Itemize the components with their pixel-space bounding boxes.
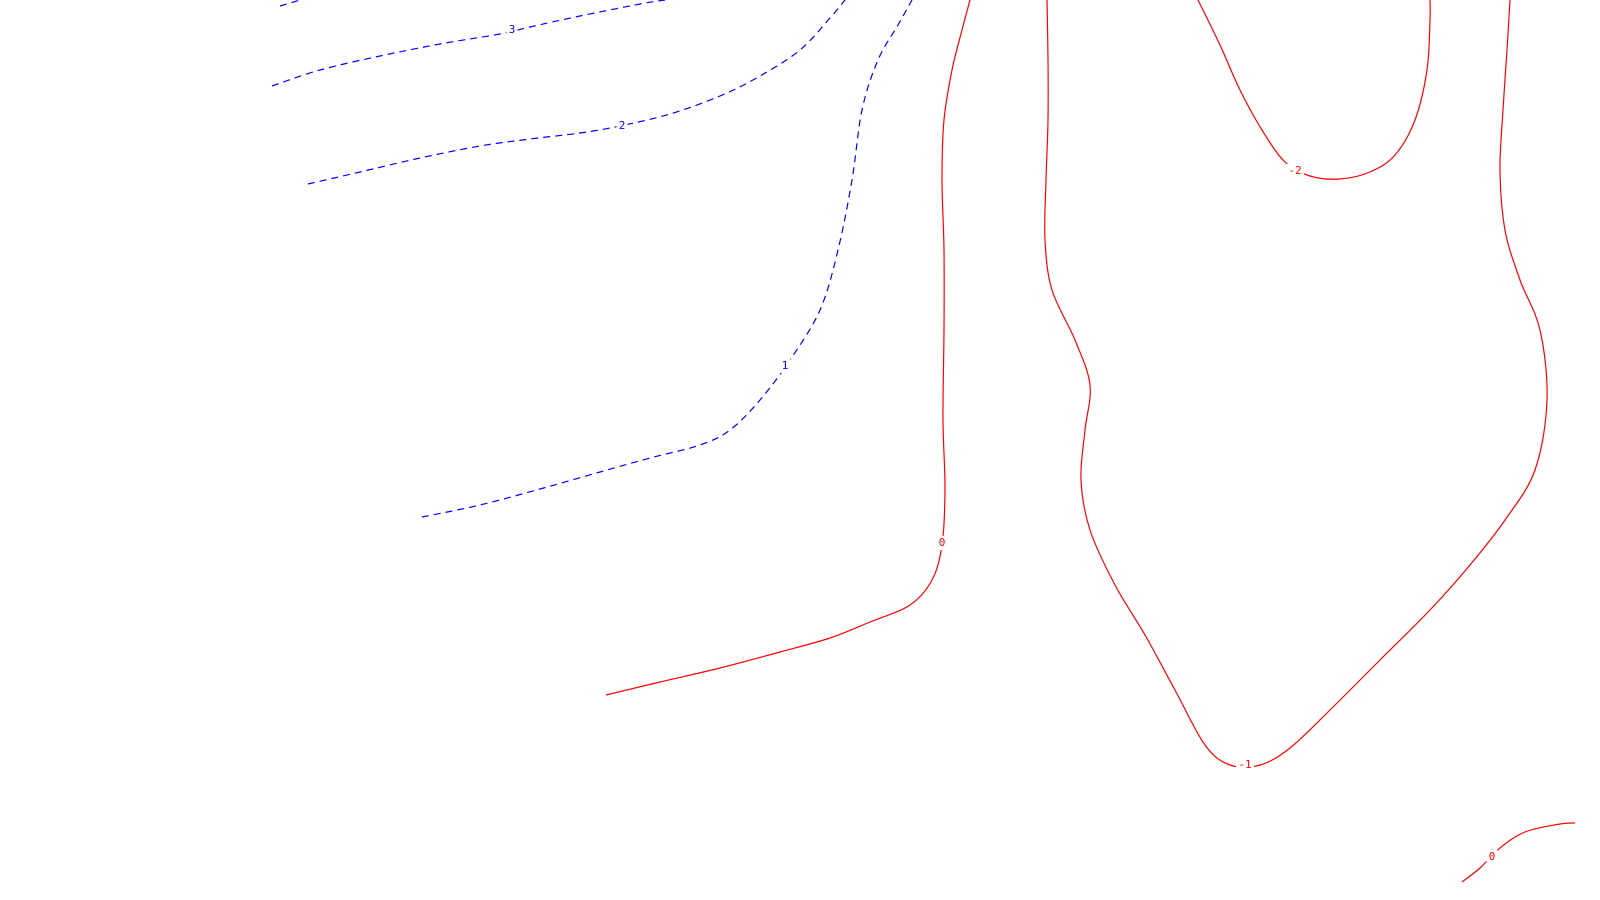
contour-label-2: 2 [619, 119, 626, 132]
contour-label-bg-1 [779, 359, 791, 373]
contour-label-0-corner: 0 [1489, 850, 1496, 863]
contour-label-bg-minus1 [1236, 758, 1254, 772]
contour-label-1: 1 [782, 359, 789, 372]
contour-line-3-segment-2 [271, 0, 666, 87]
contour-line-0-main [605, 0, 971, 696]
contour-label-bg-2 [616, 119, 628, 133]
contour-line-minus2 [1197, 0, 1431, 180]
contour-line-1 [421, 0, 913, 518]
contour-label-minus1: -1 [1238, 758, 1251, 771]
contour-label-3: 3 [509, 23, 516, 36]
contour-label-bg-0-corner [1486, 850, 1498, 864]
contour-lines [271, 0, 1576, 883]
contour-label-0-main: 0 [939, 536, 946, 549]
contour-label-minus2: -2 [1288, 164, 1301, 177]
contour-label-bg-3 [506, 23, 518, 37]
contour-labels: 3 2 1 0 -1 -2 0 [506, 23, 1498, 864]
contour-line-0-corner [1461, 822, 1576, 883]
contour-line-3 [279, 0, 302, 7]
contour-label-bg-minus2 [1286, 164, 1304, 178]
contour-label-bg-0-main [936, 536, 948, 550]
